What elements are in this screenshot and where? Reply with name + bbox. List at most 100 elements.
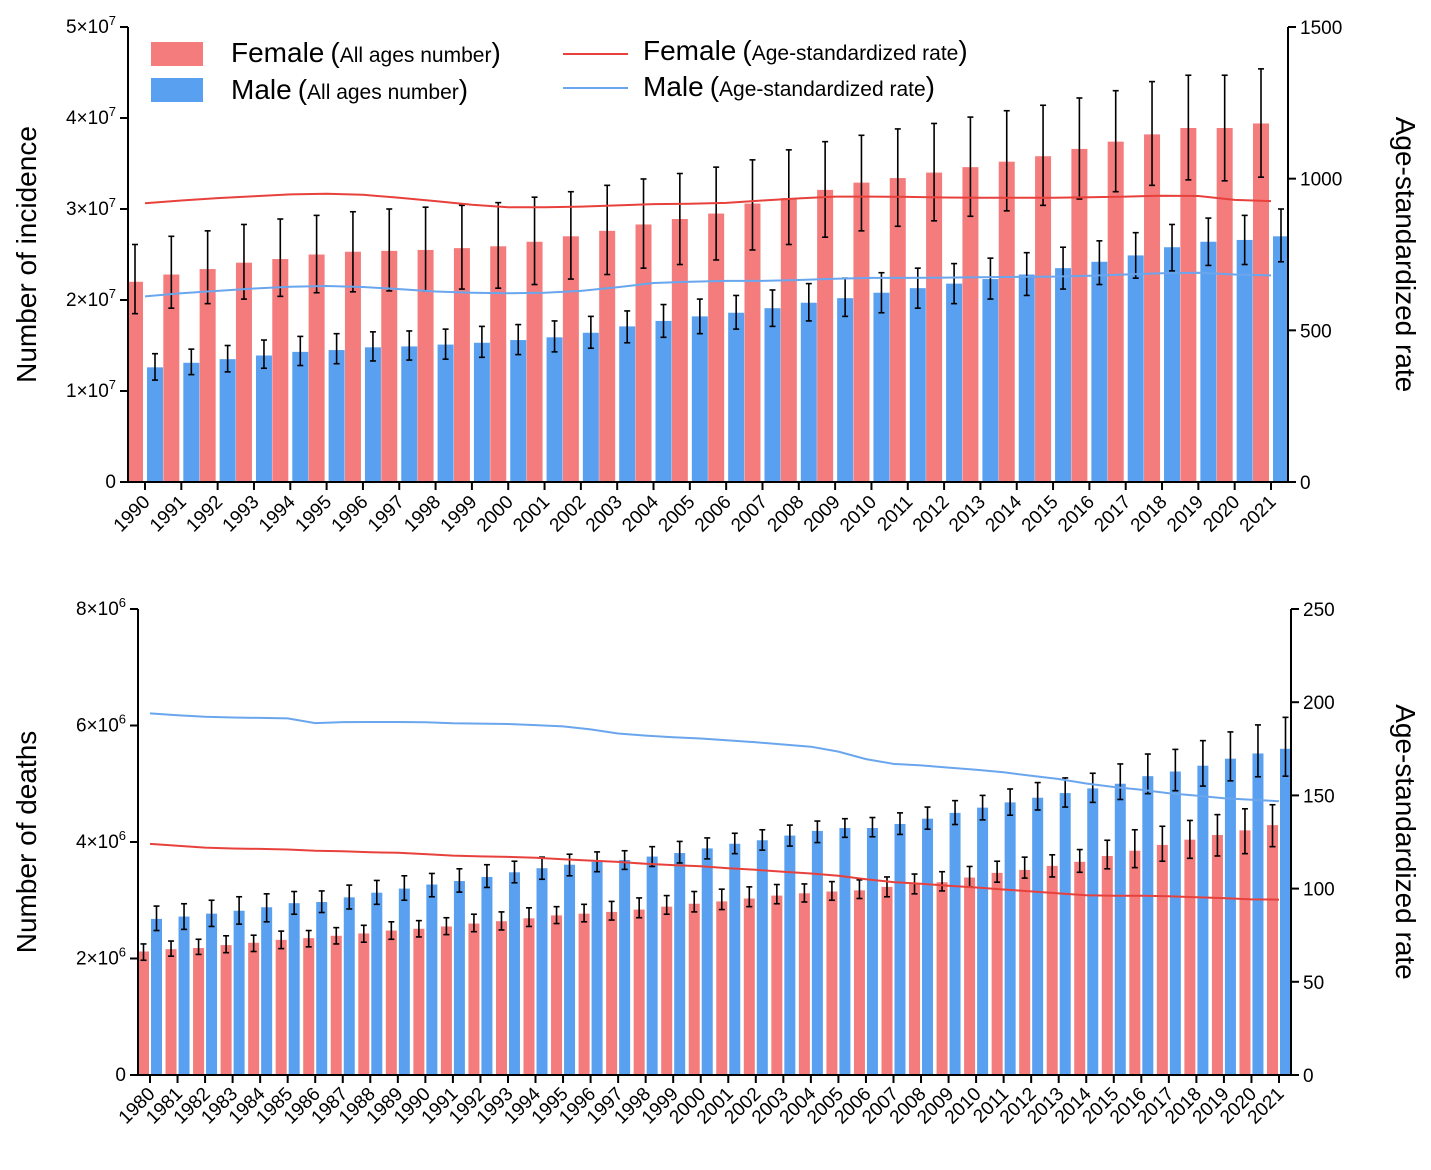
deaths-male-errorbar-1983 (236, 895, 243, 925)
incidence-male-bar-1997 (401, 346, 418, 482)
incidence-x-tick-label: 1997 (364, 492, 409, 537)
deaths-male-bar-2014 (1087, 788, 1099, 1075)
deaths-female-errorbar-1999 (663, 894, 670, 916)
deaths-male-bar-1988 (371, 892, 383, 1075)
deaths-male-errorbar-2003 (786, 824, 793, 847)
incidence-female-rate-line (144, 192, 1272, 209)
deaths-female-bar-1995 (551, 915, 563, 1075)
deaths-female-bar-1993 (495, 921, 507, 1075)
deaths-female-errorbar-2021 (1269, 803, 1276, 848)
incidence-x-tick-label: 2001 (509, 492, 554, 537)
incidence-male-bar-1995 (328, 350, 345, 482)
incidence-male-errorbar-2002 (587, 315, 594, 350)
deaths-male-errorbar-2001 (731, 832, 738, 855)
incidence-male-errorbar-1995 (333, 332, 340, 365)
incidence-male-errorbar-1991 (188, 348, 195, 376)
incidence-male-bar-2005 (691, 316, 708, 482)
incidence-male-errorbar-2021 (1278, 208, 1284, 263)
incidence-x-tick-label: 1995 (291, 492, 336, 537)
deaths-male-bar-1980 (151, 918, 162, 1075)
incidence-male-errorbar-2019 (1205, 217, 1212, 267)
deaths-female-errorbar-2017 (1159, 825, 1166, 863)
incidence-female-errorbar-2011 (894, 128, 901, 228)
deaths-male-bar-1991 (453, 881, 465, 1075)
deaths-chart: 02×1064×1066×1068×1060501001502002501980… (11, 595, 1421, 1128)
incidence-female-errorbar-2005 (676, 172, 683, 266)
deaths-female-errorbar-1983 (223, 934, 230, 954)
incidence-male-errorbar-2010 (878, 271, 885, 314)
deaths-male-errorbar-2019 (1227, 731, 1234, 782)
incidence-x-tick-label: 2007 (727, 492, 772, 537)
incidence-female-errorbar-2013 (967, 116, 974, 218)
deaths-male-errorbar-2021 (1282, 716, 1289, 777)
deaths-male-bar-1981 (178, 916, 190, 1075)
deaths-left-tick-label: 0 (115, 1065, 126, 1086)
deaths-male-bar-1984 (261, 907, 273, 1075)
incidence-female-errorbar-1990 (132, 243, 138, 315)
deaths-female-bar-2004 (798, 893, 810, 1075)
legend-swatch-male-bar (151, 78, 203, 102)
legend-item-male-line: Male (Age-standardized rate) (563, 71, 935, 102)
incidence-male-bar-2016 (1091, 261, 1108, 482)
deaths-male-errorbar-2005 (841, 817, 848, 839)
deaths-female-bar-2006 (853, 890, 865, 1075)
incidence-x-tick-label: 2017 (1090, 492, 1135, 537)
incidence-female-bar-2014 (998, 161, 1015, 482)
deaths-y-axis-title: Number of deaths (11, 731, 42, 954)
deaths-male-bar-1997 (619, 860, 631, 1075)
deaths-female-errorbar-2006 (856, 879, 863, 900)
deaths-male-errorbar-1993 (511, 860, 518, 884)
incidence-male-errorbar-1999 (478, 325, 485, 359)
deaths-female-bar-1992 (468, 923, 480, 1075)
deaths-female-bar-1996 (578, 913, 590, 1075)
deaths-male-errorbar-2015 (1117, 763, 1124, 801)
incidence-male-errorbar-2011 (914, 267, 921, 309)
incidence-female-bar-1990 (127, 281, 143, 482)
deaths-male-bar-1985 (288, 903, 300, 1075)
deaths-female-bar-2001 (716, 901, 728, 1075)
deaths-female-bar-1985 (275, 939, 287, 1075)
deaths-male-errorbar-2018 (1199, 739, 1206, 787)
incidence-male-bar-1993 (255, 355, 272, 482)
deaths-male-bar-2008 (922, 818, 934, 1075)
incidence-male-bar-2009 (837, 298, 854, 482)
incidence-female-bar-2001 (526, 241, 543, 482)
deaths-male-errorbar-1992 (483, 863, 490, 889)
incidence-female-bar-2007 (744, 203, 761, 483)
deaths-female-errorbar-1988 (360, 924, 367, 943)
incidence-y2-axis-title: Age-standardized rate (1390, 117, 1421, 393)
deaths-male-bar-2005 (839, 828, 851, 1075)
incidence-x-tick-label: 1992 (182, 492, 227, 537)
deaths-female-errorbar-2007 (883, 876, 890, 898)
deaths-male-bar-1982 (206, 913, 218, 1075)
deaths-female-bar-1984 (248, 942, 260, 1075)
incidence-x-tick-label: 2021 (1236, 492, 1281, 537)
incidence-x-tick-label: 2008 (764, 492, 809, 537)
incidence-female-bar-2012 (926, 172, 943, 482)
deaths-male-errorbar-1986 (318, 890, 325, 914)
incidence-male-errorbar-2017 (1132, 231, 1139, 279)
incidence-male-bar-2020 (1236, 239, 1253, 482)
incidence-male-bar-2001 (546, 337, 563, 482)
deaths-female-bar-2016 (1129, 850, 1141, 1075)
incidence-female-errorbar-2017 (1112, 89, 1119, 193)
incidence-male-bar-2000 (510, 340, 527, 482)
incidence-female-bar-2013 (962, 167, 979, 482)
deaths-female-errorbar-1984 (250, 934, 257, 953)
deaths-female-bar-1989 (385, 930, 397, 1075)
deaths-male-errorbar-1985 (291, 890, 298, 916)
incidence-female-errorbar-1994 (277, 218, 284, 298)
deaths-male-bar-2002 (756, 840, 768, 1075)
deaths-male-errorbar-1989 (401, 874, 408, 902)
incidence-x-tick-label: 2012 (909, 492, 954, 537)
incidence-female-bar-2011 (889, 178, 906, 482)
deaths-female-bar-2000 (688, 903, 700, 1075)
incidence-female-errorbar-1997 (386, 208, 393, 292)
incidence-x-tick-label: 2018 (1127, 492, 1172, 537)
incidence-x-tick-label: 1999 (437, 492, 482, 537)
deaths-male-bar-2016 (1142, 776, 1154, 1075)
incidence-female-errorbar-2014 (1003, 109, 1010, 212)
incidence-female-errorbar-2010 (858, 134, 865, 232)
deaths-female-bar-1991 (440, 926, 452, 1075)
incidence-female-bar-1993 (235, 262, 252, 482)
